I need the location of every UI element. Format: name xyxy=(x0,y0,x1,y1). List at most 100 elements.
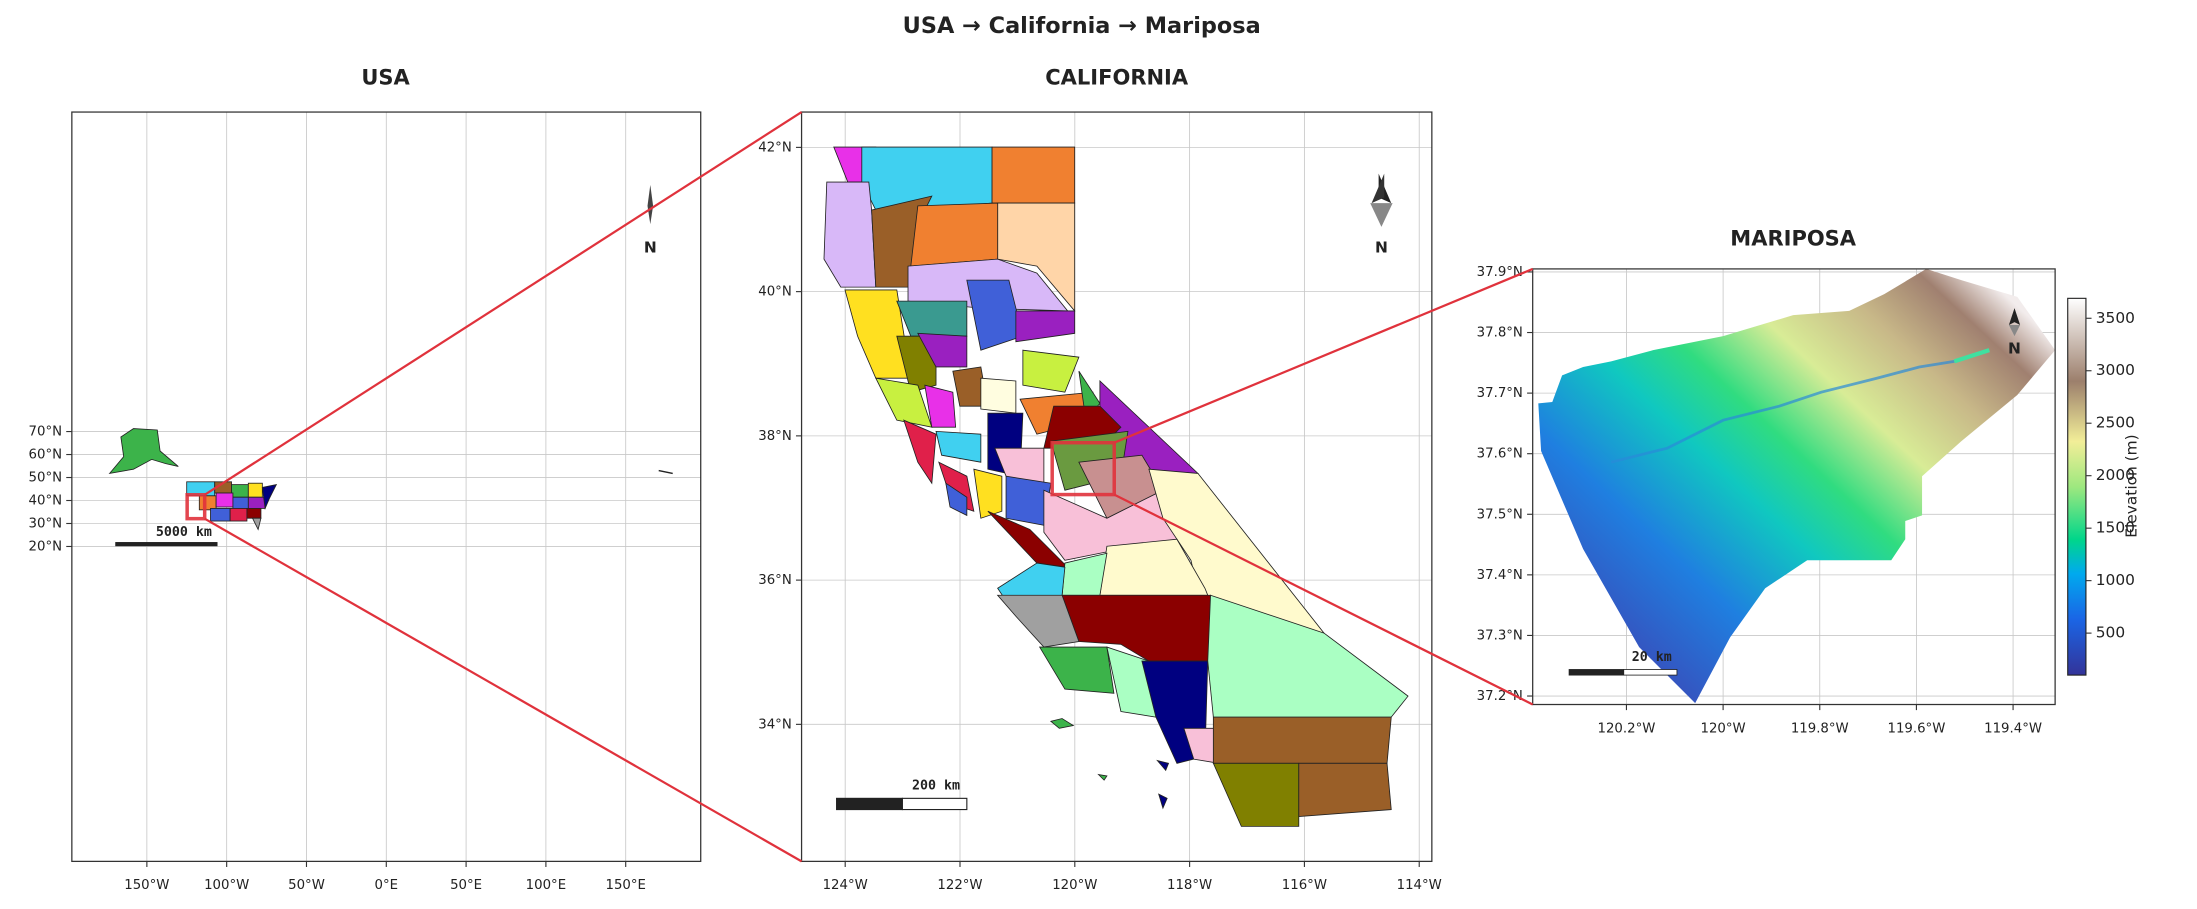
county xyxy=(996,594,1080,648)
x-tick-label: 116°W xyxy=(1282,878,1327,893)
x-tick-label: 114°W xyxy=(1397,878,1442,893)
north-arrow xyxy=(1370,203,1393,227)
county xyxy=(1212,716,1392,764)
colorbar-tick-label: 3500 xyxy=(2096,309,2135,327)
north-arrow xyxy=(2008,324,2021,337)
state xyxy=(232,496,249,511)
river xyxy=(1953,348,1990,364)
county xyxy=(917,332,968,368)
north-arrow xyxy=(647,184,654,225)
county xyxy=(924,384,957,428)
state xyxy=(198,495,217,511)
scale-bar xyxy=(1568,669,1625,676)
x-tick-label: 119.8°W xyxy=(1791,721,1849,736)
zoom-connector xyxy=(204,111,803,496)
panel-title: USA xyxy=(361,65,410,89)
y-tick-label: 40°N xyxy=(758,285,792,300)
colorbar-tick-label: 2000 xyxy=(2096,466,2135,484)
elevation-raster xyxy=(1538,268,2056,704)
colorbar-label: Elevation (m) xyxy=(2123,434,2141,537)
axes-frame xyxy=(800,111,1433,863)
county xyxy=(844,289,912,379)
x-tick-label: 50°E xyxy=(450,878,482,893)
y-tick-label: 60°N xyxy=(29,448,63,463)
y-tick-label: 70°N xyxy=(29,425,63,440)
overlay: 150°W 100°W 50°W 0°E 50°E 100°E 150°E 20°N 30°N 4… xyxy=(29,111,2135,893)
county xyxy=(823,181,877,288)
x-tick-label: 119.4°W xyxy=(1984,721,2042,736)
colorbar-tick-label: 1000 xyxy=(2096,571,2135,589)
y-tick-label: 38°N xyxy=(758,429,792,444)
x-tick-label: 118°W xyxy=(1167,878,1212,893)
y-tick-label: 37.7°N xyxy=(1477,386,1523,401)
x-tick-label: 0°E xyxy=(375,878,399,893)
state xyxy=(247,496,266,509)
panel-title: CALIFORNIA xyxy=(1045,65,1189,89)
scale-bar xyxy=(115,542,218,547)
x-tick-label: 119.6°W xyxy=(1887,721,1945,736)
county xyxy=(945,482,968,517)
y-tick-label: 36°N xyxy=(758,573,792,588)
zoom-extent xyxy=(185,493,207,521)
county xyxy=(1038,646,1115,694)
colorbar-tick-label: 3000 xyxy=(2096,361,2135,379)
north-arrow xyxy=(1371,173,1385,204)
state xyxy=(261,484,278,510)
county xyxy=(1212,762,1300,827)
scale-bar-label: 5000 km xyxy=(156,525,212,540)
hawaii xyxy=(658,469,673,475)
county xyxy=(1022,349,1080,393)
colorbar-tick-label: 2500 xyxy=(2096,414,2135,432)
north-label: N xyxy=(644,238,657,256)
scale-bar-label: 20 km xyxy=(1632,650,1672,665)
x-tick-label: 120°W xyxy=(1701,721,1746,736)
scale-bar xyxy=(836,797,903,811)
y-tick-label: 37.3°N xyxy=(1477,628,1523,643)
x-tick-label: 150°E xyxy=(605,878,645,893)
zoom-connector xyxy=(1113,493,1534,706)
north-arrow xyxy=(2008,308,2021,325)
county xyxy=(910,202,999,267)
county xyxy=(1015,310,1076,343)
y-tick-label: 37.5°N xyxy=(1477,507,1523,522)
y-tick-label: 42°N xyxy=(758,140,792,155)
x-tick-label: 50°W xyxy=(288,878,325,893)
x-tick-label: 100°E xyxy=(526,878,566,893)
x-tick-label: 150°W xyxy=(124,878,169,893)
x-tick-label: 122°W xyxy=(937,878,982,893)
zoom-connector xyxy=(204,517,803,863)
county xyxy=(1298,762,1392,818)
north-label: N xyxy=(1375,238,1388,256)
state xyxy=(229,508,248,522)
colorbar-tick-label: 1500 xyxy=(2096,519,2135,537)
y-tick-label: 40°N xyxy=(29,494,63,509)
y-tick-label: 37.6°N xyxy=(1477,447,1523,462)
county xyxy=(935,430,982,463)
county xyxy=(980,377,1017,414)
colorbar-tick-label: 500 xyxy=(2096,624,2125,642)
y-tick-label: 30°N xyxy=(29,516,63,531)
state xyxy=(215,492,234,508)
scale-bar xyxy=(1623,669,1678,676)
state xyxy=(210,508,231,522)
state xyxy=(247,482,263,498)
y-tick-label: 37.9°N xyxy=(1477,265,1523,280)
state xyxy=(246,508,262,519)
island xyxy=(1049,718,1075,729)
scale-bar-label: 200 km xyxy=(912,779,960,794)
state xyxy=(231,484,249,498)
county xyxy=(991,146,1076,204)
x-tick-label: 120.2°W xyxy=(1598,721,1656,736)
y-tick-label: 34°N xyxy=(758,717,792,732)
scale-bar xyxy=(901,797,968,811)
colorbar xyxy=(2067,297,2087,676)
x-tick-label: 100°W xyxy=(204,878,249,893)
panel-title: MARIPOSA xyxy=(1730,227,1857,251)
x-tick-label: 120°W xyxy=(1052,878,1097,893)
mariposa-map xyxy=(1538,268,2056,704)
y-tick-label: 37.8°N xyxy=(1477,326,1523,341)
y-tick-label: 37.4°N xyxy=(1477,568,1523,583)
zoom-connector xyxy=(1113,267,1534,444)
county xyxy=(973,468,1003,519)
